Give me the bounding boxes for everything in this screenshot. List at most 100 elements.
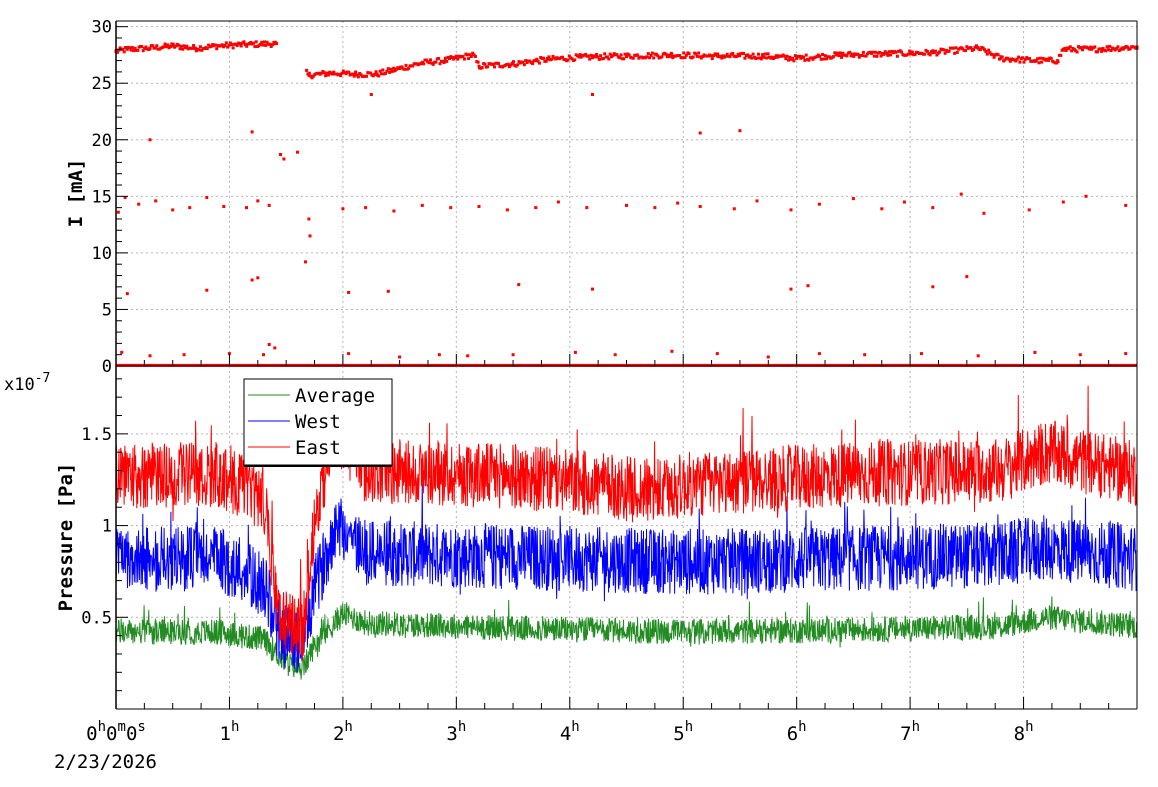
current-point xyxy=(725,52,729,56)
current-point xyxy=(925,50,929,53)
current-point xyxy=(473,55,477,58)
current-point xyxy=(531,62,535,66)
current-point xyxy=(356,75,360,79)
current-point-outlier xyxy=(1124,203,1128,207)
current-point xyxy=(535,57,539,61)
current-point xyxy=(645,55,649,59)
current-point xyxy=(1003,58,1007,62)
current-y-tick-label: 25 xyxy=(92,74,112,94)
current-grid xyxy=(116,21,1137,366)
current-point xyxy=(837,54,841,58)
current-point xyxy=(198,45,202,49)
current-point-outlier xyxy=(591,287,594,291)
current-point xyxy=(595,53,599,56)
current-point xyxy=(1075,50,1079,54)
current-point xyxy=(821,53,824,56)
current-point xyxy=(215,47,219,51)
current-point xyxy=(365,74,368,78)
current-point-outlier xyxy=(437,353,441,357)
current-point xyxy=(262,40,266,44)
current-point xyxy=(476,60,480,64)
current-point xyxy=(931,51,935,55)
current-point xyxy=(646,52,650,56)
current-point xyxy=(467,57,471,61)
current-point-transition xyxy=(304,260,307,264)
current-point-outlier xyxy=(880,207,884,211)
current-point xyxy=(398,67,402,70)
current-point-outlier xyxy=(556,200,560,204)
current-point-outlier xyxy=(959,192,963,196)
current-point xyxy=(935,53,939,57)
current-point xyxy=(400,65,404,69)
current-point xyxy=(378,69,382,73)
current-point xyxy=(871,50,875,54)
current-point-outlier xyxy=(1078,353,1082,357)
current-point xyxy=(181,47,185,51)
current-point-outlier xyxy=(863,353,867,357)
current-point xyxy=(683,56,687,60)
current-point xyxy=(984,50,988,53)
current-point xyxy=(838,51,842,55)
current-panel: 0 5 10 15 20 25 30 I [mA] xyxy=(65,18,1139,377)
current-point xyxy=(570,57,574,61)
current-point xyxy=(664,52,668,56)
current-point xyxy=(550,57,554,61)
current-point-outlier xyxy=(534,206,538,210)
current-point xyxy=(833,51,837,55)
current-point xyxy=(340,71,344,75)
current-point-outlier xyxy=(171,208,175,212)
current-point xyxy=(766,52,770,56)
current-point xyxy=(623,52,627,56)
current-point xyxy=(635,53,639,57)
current-point-outlier xyxy=(920,352,923,356)
current-point xyxy=(976,46,980,50)
current-point xyxy=(235,44,239,47)
current-point xyxy=(695,54,699,58)
current-point xyxy=(1028,57,1031,61)
current-point xyxy=(608,52,612,56)
current-point xyxy=(216,44,220,48)
legend-label-average: Average xyxy=(295,385,375,407)
current-point xyxy=(1116,45,1120,49)
current-point xyxy=(710,57,714,61)
current-point xyxy=(715,54,719,58)
current-point-outlier xyxy=(625,203,628,207)
current-point-outlier xyxy=(120,350,124,354)
time-axis-date-label: 2/23/2026 xyxy=(54,751,157,773)
current-point xyxy=(665,55,669,59)
current-point xyxy=(818,54,822,58)
pressure-axes xyxy=(115,365,1138,710)
time-axis-tick-label: 0h0m0s xyxy=(86,719,146,745)
current-point xyxy=(209,44,213,48)
current-point xyxy=(443,59,447,63)
current-point-outlier xyxy=(449,206,453,210)
current-point xyxy=(1008,59,1012,63)
current-point-outlier xyxy=(585,206,589,210)
current-point-outlier xyxy=(205,288,209,292)
current-point xyxy=(566,58,570,62)
current-point-outlier xyxy=(755,199,759,203)
current-point xyxy=(437,57,441,60)
current-point xyxy=(991,53,995,57)
current-point xyxy=(712,54,716,58)
current-point-outlier xyxy=(931,285,935,289)
current-point xyxy=(390,69,394,73)
current-point-outlier xyxy=(653,206,657,210)
current-point xyxy=(983,48,986,52)
current-point xyxy=(545,58,549,61)
current-point xyxy=(243,43,247,47)
current-point xyxy=(969,46,973,50)
current-point xyxy=(981,46,985,50)
current-point xyxy=(856,52,860,56)
current-point xyxy=(136,48,140,52)
current-point-outlier xyxy=(715,352,719,356)
current-point xyxy=(601,57,605,61)
current-point xyxy=(1049,56,1053,60)
current-point xyxy=(735,55,739,58)
current-point xyxy=(171,44,175,48)
current-point-outlier xyxy=(148,138,152,142)
pressure-y-tick-label: 0.5 xyxy=(81,608,112,628)
current-point xyxy=(197,48,201,52)
current-point xyxy=(1033,59,1037,63)
